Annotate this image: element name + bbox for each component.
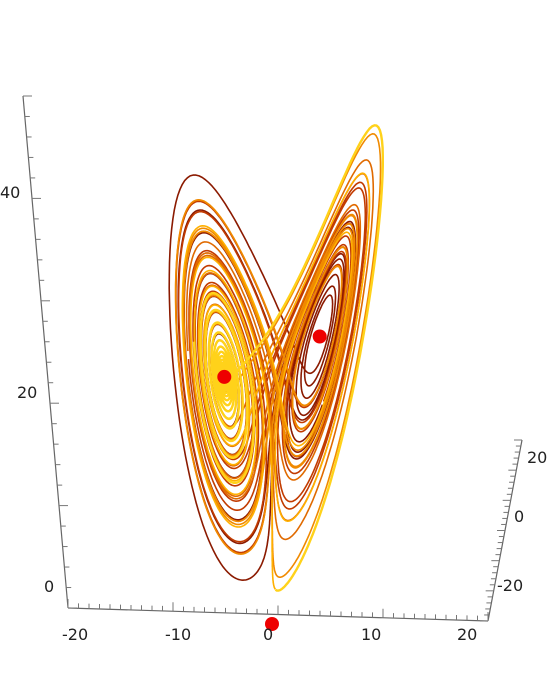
y-tick-label-neg20: -20	[497, 576, 523, 595]
x-tick-label-neg20: -20	[62, 625, 88, 644]
x-tick-label-0: 0	[263, 625, 273, 644]
x-tick-label-20: 20	[457, 625, 477, 644]
trajectory-curves	[168, 124, 384, 592]
tick-labels: 40 20 0 -20 -10 0 10 20 20 0 -20	[0, 183, 547, 644]
fixed-points	[217, 329, 327, 631]
fixed-point-marker	[217, 369, 232, 384]
z-axis-line	[22, 95, 69, 609]
y-tick-label-0: 0	[514, 507, 524, 526]
z-tick-label-40: 40	[0, 183, 20, 202]
trajectory-segment	[175, 181, 368, 554]
tick-marks	[23, 95, 522, 622]
y-tick-label-20: 20	[527, 448, 547, 467]
fixed-point-marker	[312, 329, 327, 344]
fixed-point-marker	[265, 617, 279, 631]
x-tick-label-10: 10	[361, 625, 381, 644]
trajectory-segment	[174, 133, 382, 578]
z-tick-label-20: 20	[17, 383, 37, 402]
z-tick-label-0: 0	[44, 577, 54, 596]
x-tick-label-neg10: -10	[165, 625, 191, 644]
